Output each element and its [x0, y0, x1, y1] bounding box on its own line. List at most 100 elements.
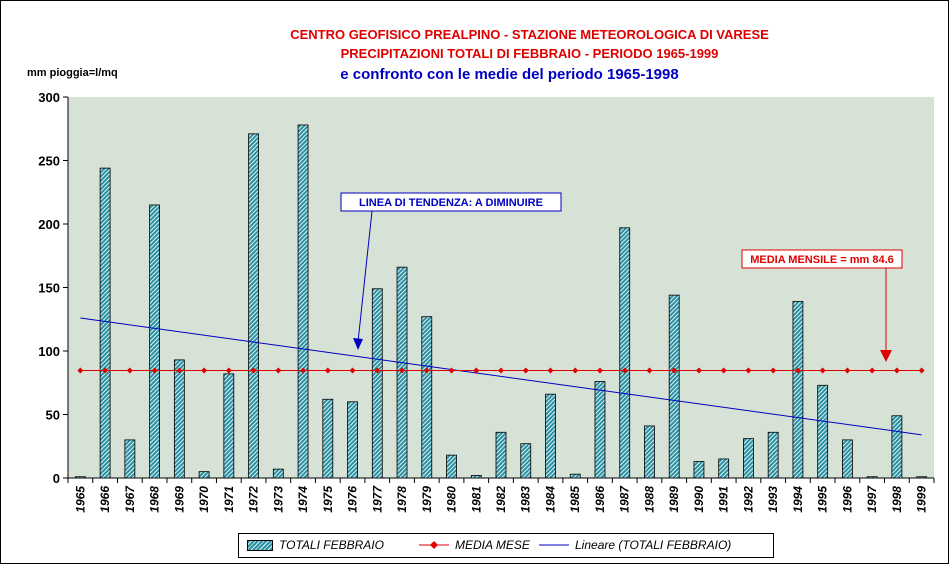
mean-point	[794, 367, 801, 374]
x-tick-label: 1995	[816, 486, 830, 513]
mean-point	[448, 367, 455, 374]
bar	[619, 227, 631, 479]
legend: TOTALI FEBBRAIO MEDIA MESE Lineare (TOTA…	[238, 533, 774, 558]
x-tick-label: 1990	[692, 486, 706, 513]
y-tick-label: 300	[38, 90, 60, 105]
chart-subtitle: e confronto con le medie del periodo 196…	[340, 66, 679, 83]
bar	[792, 301, 804, 479]
trend-series	[80, 317, 922, 436]
x-tick-label: 1968	[148, 486, 162, 513]
x-axis: 1965 1966 1967 1968 1969 1970 1971 1972 1973 1974…	[67, 477, 935, 513]
mean-point	[893, 367, 900, 374]
bar	[248, 133, 259, 479]
x-tick-label: 1972	[247, 486, 261, 513]
x-tick-label: 1996	[840, 486, 854, 513]
x-tick-label: 1969	[172, 486, 186, 513]
bar	[767, 431, 779, 479]
mean-point	[646, 367, 653, 374]
y-tick-label: 0	[53, 471, 60, 486]
legend-label-bars: TOTALI FEBBRAIO	[279, 538, 384, 552]
x-tick-label: 1999	[915, 486, 929, 513]
mean-point	[498, 367, 504, 374]
x-tick-label: 1974	[296, 486, 310, 513]
legend-mean-swatch	[419, 541, 449, 549]
bar	[842, 439, 853, 479]
mean-point	[399, 367, 406, 374]
bar	[817, 384, 829, 479]
mean-point	[126, 367, 133, 374]
bar	[891, 415, 903, 479]
mean-point	[547, 367, 554, 374]
annotations: LINEA DI TENDENZA: A DIMINUIRE MEDIA MENS…	[340, 192, 903, 362]
trend-line	[80, 317, 922, 436]
bar	[693, 461, 705, 479]
mean-point	[522, 367, 529, 374]
legend-item-mean: MEDIA MESE	[419, 538, 530, 552]
mean-point	[423, 367, 430, 374]
trend-label-box	[340, 192, 562, 212]
x-tick-label: 1966	[98, 486, 112, 513]
x-tick-label: 1977	[370, 485, 384, 513]
x-tick-label: 1989	[667, 486, 681, 513]
legend-label-trend: Lineare (TOTALI FEBBRAIO)	[575, 538, 732, 552]
x-tick-label: 1981	[469, 486, 483, 513]
x-tick-label: 1971	[222, 486, 236, 513]
bar	[149, 204, 161, 479]
bar	[99, 167, 111, 479]
x-tick-label: 1983	[519, 486, 533, 513]
mean-point	[596, 367, 603, 374]
bar	[223, 373, 235, 479]
x-tick-label: 1967	[123, 485, 137, 513]
x-tick-label: 1986	[593, 486, 607, 513]
x-tick-label: 1975	[321, 486, 335, 513]
x-tick-label: 1985	[568, 486, 582, 513]
mean-point	[102, 367, 109, 374]
x-tick-label: 1988	[642, 486, 656, 513]
mean-point	[819, 367, 826, 374]
mean-point	[151, 367, 158, 374]
mean-point	[374, 367, 381, 374]
bar	[520, 443, 532, 479]
bar	[545, 393, 556, 479]
mean-series	[77, 367, 925, 374]
mean-point	[621, 367, 628, 374]
mean-arrow-head	[880, 350, 892, 362]
legend-bar-swatch	[247, 539, 273, 551]
x-tick-label: 1976	[346, 486, 360, 513]
x-tick-label: 1992	[741, 486, 755, 513]
mean-point	[324, 367, 331, 374]
x-tick-label: 1973	[271, 486, 285, 513]
mean-point	[473, 367, 480, 374]
bar	[569, 473, 581, 479]
bar	[470, 475, 482, 479]
bar	[173, 359, 185, 479]
bar	[718, 458, 730, 479]
x-tick-label: 1997	[865, 485, 879, 513]
x-tick-label: 1991	[717, 486, 731, 513]
x-tick-label: 1993	[766, 486, 780, 513]
x-tick-label: 1970	[197, 486, 211, 513]
bar	[198, 471, 210, 479]
trend-label: LINEA DI TENDENZA: A DIMINUIRE	[359, 197, 543, 209]
chart-title-line2: PRECIPITAZIONI TOTALI DI FEBBRAIO - PERI…	[340, 46, 719, 61]
x-tick-label: 1994	[791, 486, 805, 513]
mean-point	[176, 367, 183, 374]
trend-arrow-head	[353, 338, 363, 350]
x-tick-label: 1965	[73, 486, 87, 513]
trend-arrow-line	[357, 210, 373, 343]
x-tick-label: 1984	[543, 486, 557, 513]
bar	[866, 476, 878, 479]
bar	[644, 425, 655, 479]
y-tick-label: 250	[38, 154, 60, 169]
y-axis: 0 50 100 150 200 250 300	[38, 90, 69, 486]
bar	[272, 468, 284, 479]
mean-point	[770, 367, 777, 374]
bar	[124, 439, 136, 479]
mean-point	[869, 367, 876, 374]
bar	[347, 401, 358, 479]
mean-point	[349, 367, 356, 374]
mean-point	[77, 367, 84, 374]
bar	[74, 476, 86, 479]
y-tick-label: 150	[38, 281, 60, 296]
